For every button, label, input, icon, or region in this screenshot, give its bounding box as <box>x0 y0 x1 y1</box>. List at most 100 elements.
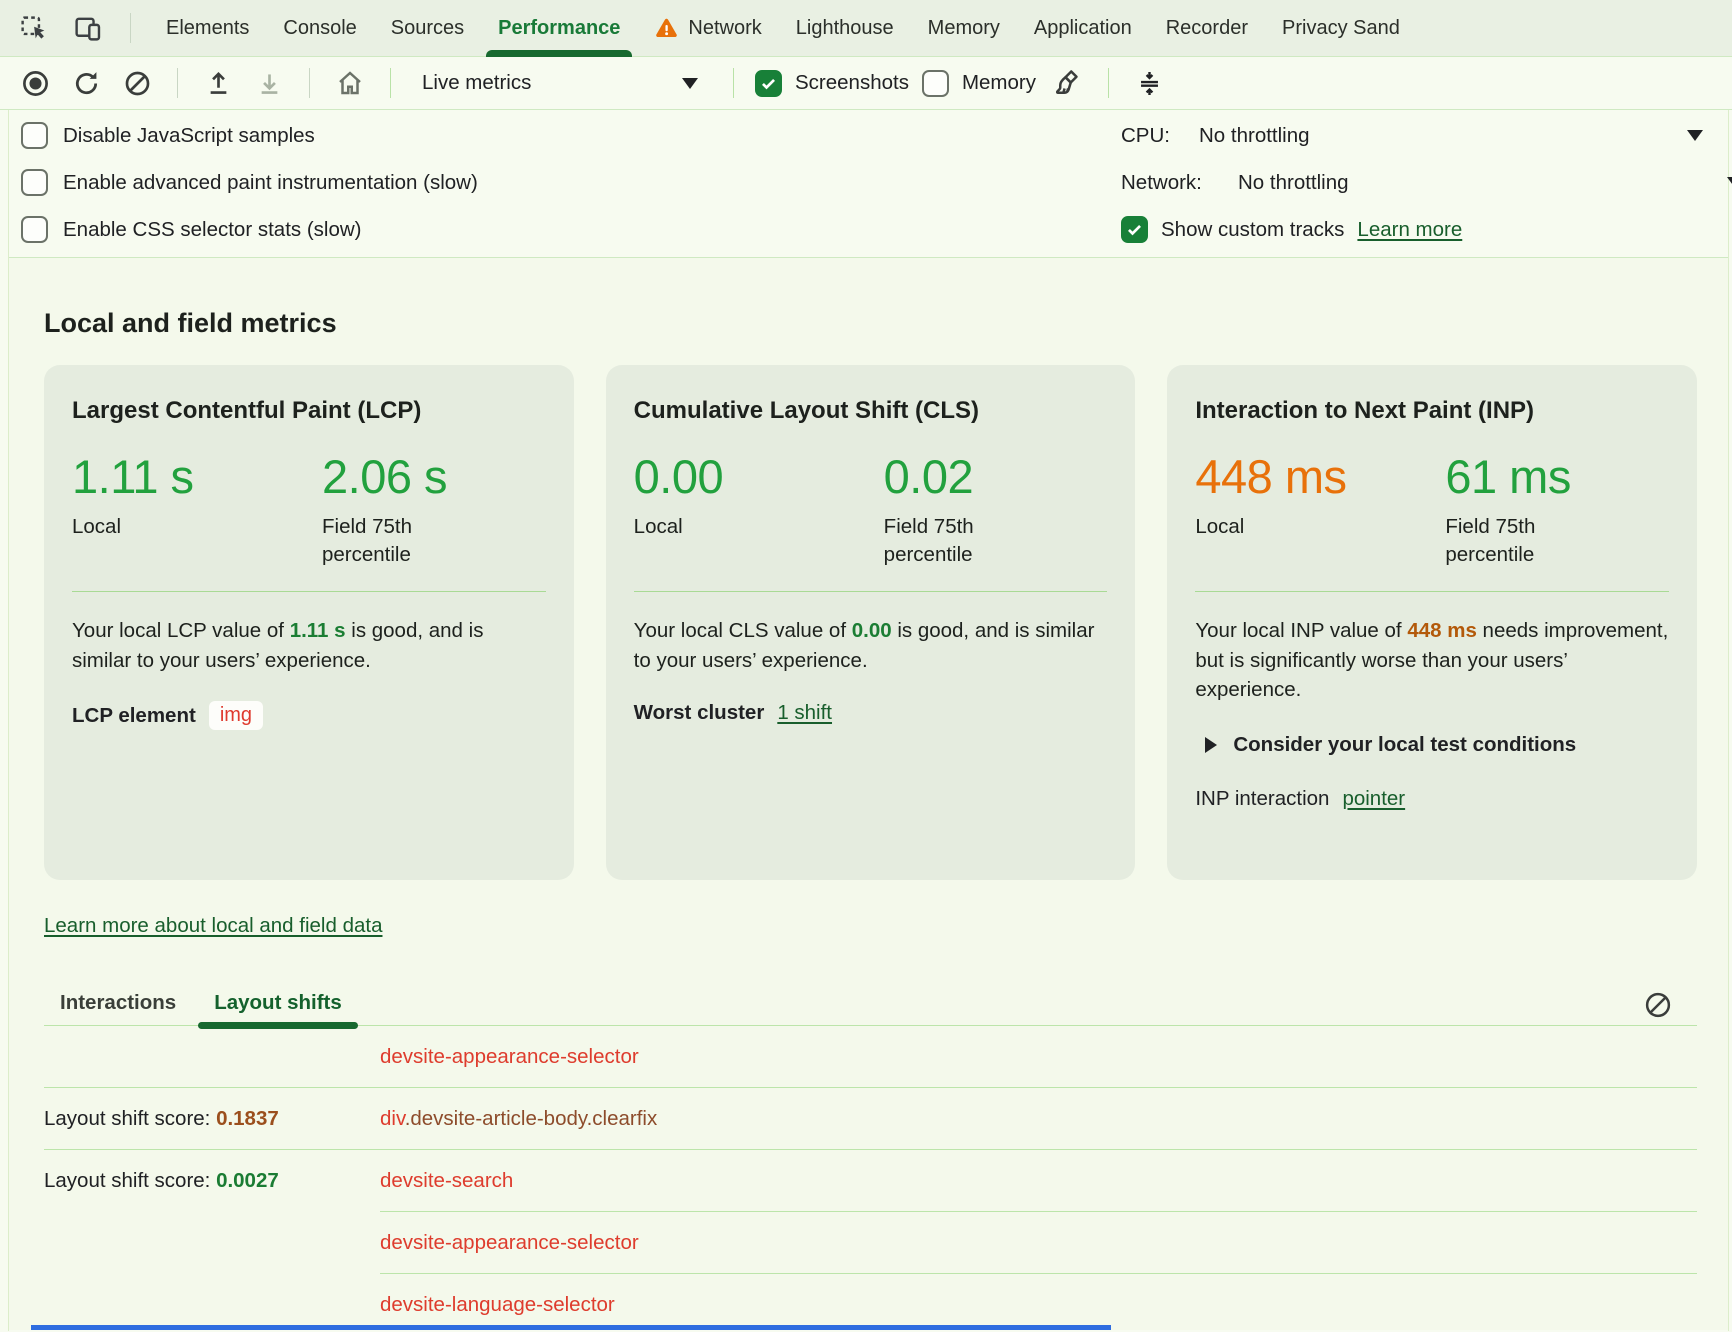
cls-local-label: Local <box>633 515 683 538</box>
cpu-throttling-row: CPU: No throttling <box>1121 112 1732 159</box>
tab-console[interactable]: Console <box>266 0 373 57</box>
local-test-conditions-disclosure[interactable]: Consider your local test conditions <box>1195 733 1669 757</box>
tab-label: Lighthouse <box>795 16 894 39</box>
shifted-element-link[interactable]: div.devsite-article-body.clearfix <box>380 1107 657 1131</box>
checkbox-unchecked-icon[interactable] <box>21 122 48 149</box>
worst-cluster-link[interactable]: 1 shift <box>777 701 833 724</box>
show-custom-tracks-row: Show custom tracks Learn more <box>1121 206 1732 253</box>
lcp-field-label: Field 75th percentile <box>322 515 413 566</box>
device-toolbar-icon[interactable] <box>68 9 106 47</box>
capture-options: Disable JavaScript samples Enable advance… <box>9 110 1732 258</box>
screenshots-checkbox[interactable]: Screenshots <box>755 69 909 97</box>
screenshots-label: Screenshots <box>795 71 909 94</box>
upload-profile-icon[interactable] <box>199 64 237 102</box>
inp-card-title: Interaction to Next Paint (INP) <box>1195 397 1535 424</box>
option-label: Enable CSS selector stats (slow) <box>63 217 362 241</box>
record-button[interactable] <box>16 64 54 102</box>
checkbox-unchecked-icon[interactable] <box>21 169 48 196</box>
devtools-tabbar: Elements Console Sources Performance Network… <box>0 0 1732 57</box>
checkbox-unchecked-icon[interactable] <box>921 69 949 97</box>
warning-icon <box>654 16 679 41</box>
toolbar-separator <box>1108 68 1109 98</box>
network-throttling-row: Network: No throttling <box>1121 159 1732 206</box>
chevron-down-icon[interactable] <box>1727 177 1732 188</box>
view-mode-select[interactable]: Live metrics <box>412 63 712 103</box>
inp-interaction-label: INP interaction <box>1195 786 1330 810</box>
inp-interaction-link[interactable]: pointer <box>1342 786 1406 810</box>
row-divider <box>44 1087 1697 1088</box>
tab-label: Console <box>283 16 357 39</box>
tab-network[interactable]: Network <box>637 0 778 57</box>
layout-shift-score-cell: Layout shift score: 0.1837 <box>44 1107 380 1131</box>
element-tag: div <box>380 1106 405 1130</box>
tabbar-separator <box>130 13 131 43</box>
log-tab-layout-shifts[interactable]: Layout shifts <box>198 980 358 1029</box>
live-metrics-view: Local and field metrics Largest Contentf… <box>9 258 1728 1330</box>
memory-label: Memory <box>961 71 1036 94</box>
shifted-element-link[interactable]: devsite-appearance-selector <box>380 1231 639 1255</box>
worst-cluster-label: Worst cluster <box>633 701 765 724</box>
memory-checkbox[interactable]: Memory <box>921 69 1036 97</box>
lcp-element-chip[interactable]: img <box>208 701 264 730</box>
shifted-element-link[interactable]: devsite-appearance-selector <box>380 1045 639 1069</box>
shifted-element-link[interactable]: devsite-language-selector <box>380 1293 615 1317</box>
log-tabs: Interactions Layout shifts <box>44 980 1697 1029</box>
option-enable-advanced-paint-instrumentation-slow[interactable]: Enable advanced paint instrumentation (s… <box>9 159 1728 206</box>
chevron-down-icon[interactable] <box>1687 130 1703 141</box>
tab-label: Memory <box>927 16 1000 39</box>
tab-elements[interactable]: Elements <box>149 0 266 57</box>
element-name: devsite-search <box>380 1168 514 1192</box>
garbage-collect-broom-icon[interactable] <box>1049 64 1087 102</box>
capture-options-left: Disable JavaScript samples Enable advance… <box>9 112 1728 253</box>
tab-memory[interactable]: Memory <box>911 0 1017 57</box>
download-profile-icon[interactable] <box>250 64 288 102</box>
cpu-label: CPU: <box>1121 123 1170 147</box>
clear-button[interactable] <box>118 64 156 102</box>
lcp-local-label: Local <box>72 515 122 538</box>
tab-performance[interactable]: Performance <box>481 0 637 57</box>
row-divider <box>380 1273 1697 1274</box>
collapse-vertical-icon[interactable] <box>1130 64 1168 102</box>
element-name: devsite-appearance-selector <box>380 1230 639 1254</box>
record-and-reload-button[interactable] <box>67 64 105 102</box>
score-value: 0.0027 <box>216 1168 279 1192</box>
layout-shift-score-cell: Layout shift score: 0.0027 <box>44 1169 380 1193</box>
home-icon[interactable] <box>331 64 369 102</box>
cls-card-title: Cumulative Layout Shift (CLS) <box>633 397 980 424</box>
option-label: Enable advanced paint instrumentation (s… <box>63 170 478 194</box>
show-custom-tracks-checkbox[interactable] <box>1121 216 1148 243</box>
clear-log-icon[interactable] <box>1639 986 1677 1024</box>
lcp-local-value: 1.11 s <box>72 450 194 503</box>
inspect-element-icon[interactable] <box>14 9 52 47</box>
learn-more-field-data-link[interactable]: Learn more about local and field data <box>44 914 383 937</box>
page-title: Local and field metrics <box>44 308 337 338</box>
checkbox-unchecked-icon[interactable] <box>21 216 48 243</box>
tab-label: Network <box>688 16 762 39</box>
checkbox-checked-icon[interactable] <box>755 69 782 97</box>
tab-privacy-sand[interactable]: Privacy Sand <box>1265 0 1417 57</box>
panel-tabs: Elements Console Sources Performance Network… <box>149 0 1417 57</box>
tab-application[interactable]: Application <box>1017 0 1149 57</box>
shifted-element-link[interactable]: devsite-search <box>380 1169 513 1193</box>
option-enable-css-selector-stats-slow[interactable]: Enable CSS selector stats (slow) <box>9 206 1728 253</box>
tab-recorder[interactable]: Recorder <box>1149 0 1265 57</box>
inp-field-value: 61 ms <box>1445 450 1571 503</box>
live-metrics-log: Interactions Layout shifts devsite-appear… <box>44 980 1697 1330</box>
network-throttling-select[interactable]: No throttling <box>1238 170 1349 194</box>
lcp-description: Your local LCP value of 1.11 s is good, … <box>72 619 484 672</box>
layout-shift-row: devsite-language-selector <box>44 1274 1697 1330</box>
tab-lighthouse[interactable]: Lighthouse <box>779 0 911 57</box>
learn-more-link[interactable]: Learn more <box>1357 217 1463 241</box>
log-tab-interactions[interactable]: Interactions <box>60 990 177 1014</box>
inp-local-value: 448 ms <box>1195 450 1347 503</box>
layout-shift-row: Layout shift score: 0.1837 div.devsite-ar… <box>44 1088 1697 1149</box>
cpu-throttling-select[interactable]: No throttling <box>1199 123 1310 147</box>
option-disable-javascript-samples[interactable]: Disable JavaScript samples <box>9 112 1728 159</box>
tab-label: Elements <box>166 16 250 39</box>
metric-cards: Largest Contentful Paint (LCP) 1.11 s Lo… <box>44 365 1698 880</box>
performance-toolbar: Live metrics Screenshots Memory <box>0 57 1732 110</box>
tab-sources[interactable]: Sources <box>374 0 481 57</box>
show-custom-tracks-label: Show custom tracks <box>1161 217 1345 241</box>
network-label: Network: <box>1121 170 1202 194</box>
element-name: devsite-appearance-selector <box>380 1044 639 1068</box>
